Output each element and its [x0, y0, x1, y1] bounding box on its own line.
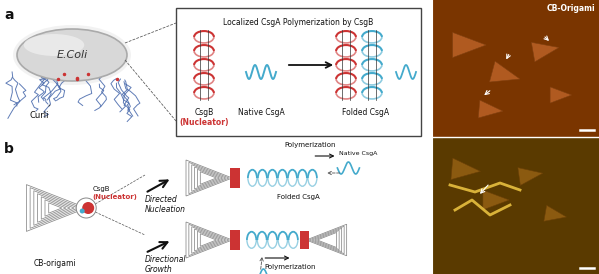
- Text: Native CsgA: Native CsgA: [238, 108, 285, 117]
- Text: (Nucleator): (Nucleator): [179, 118, 229, 127]
- Text: a: a: [4, 8, 14, 22]
- Polygon shape: [518, 168, 543, 185]
- Polygon shape: [483, 190, 509, 210]
- Bar: [301, 231, 310, 249]
- Text: Directional
Growth: Directional Growth: [145, 255, 186, 274]
- Text: CB-Origami: CB-Origami: [546, 4, 595, 13]
- Text: Native CsgA: Native CsgA: [340, 151, 378, 156]
- Polygon shape: [478, 100, 503, 118]
- Circle shape: [80, 209, 84, 213]
- Text: (Nucleator): (Nucleator): [92, 194, 137, 200]
- Ellipse shape: [13, 25, 131, 85]
- Text: b: b: [4, 142, 14, 156]
- Circle shape: [82, 202, 94, 214]
- FancyBboxPatch shape: [176, 8, 421, 136]
- Polygon shape: [544, 205, 567, 221]
- Bar: [432, 0, 599, 137]
- Text: CsgB: CsgB: [92, 186, 110, 192]
- Text: Curli: Curli: [30, 105, 50, 120]
- Polygon shape: [550, 87, 571, 103]
- Text: Directed
Nucleation: Directed Nucleation: [145, 195, 186, 214]
- Polygon shape: [531, 42, 559, 62]
- Polygon shape: [451, 158, 480, 180]
- Text: Localized CsgA Polymerization by CsgB: Localized CsgA Polymerization by CsgB: [223, 18, 374, 27]
- Polygon shape: [453, 32, 486, 58]
- Text: CB-origami: CB-origami: [34, 259, 76, 268]
- Bar: [231, 230, 240, 250]
- Text: Folded CsgA: Folded CsgA: [277, 194, 320, 200]
- Text: E.Coli: E.Coli: [56, 50, 87, 60]
- Ellipse shape: [17, 29, 127, 81]
- Ellipse shape: [24, 34, 84, 56]
- Circle shape: [76, 198, 96, 218]
- Text: Polymerization: Polymerization: [264, 264, 316, 270]
- Text: CsgB: CsgB: [194, 108, 214, 117]
- Text: Polymerization: Polymerization: [285, 142, 336, 148]
- Polygon shape: [489, 61, 520, 82]
- Text: Folded CsgA: Folded CsgA: [343, 108, 389, 117]
- Bar: [231, 168, 240, 188]
- Bar: [432, 137, 599, 274]
